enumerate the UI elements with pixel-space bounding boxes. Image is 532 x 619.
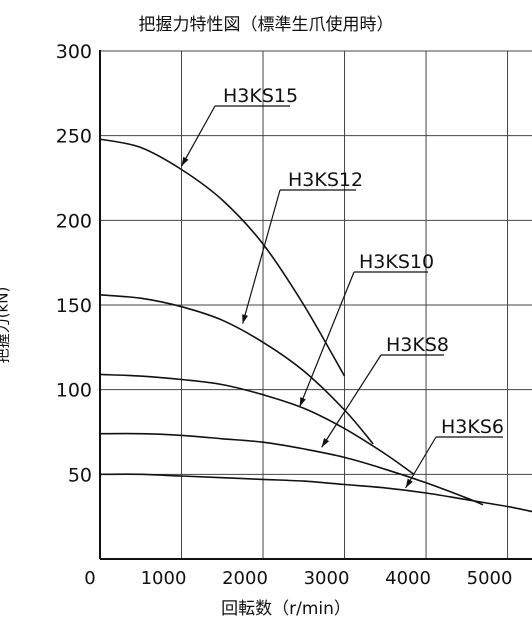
annotation-leader-h3ks8 [321,354,382,448]
annotation-arrowhead-h3ks12 [242,314,248,324]
series-line-h3ks10 [99,373,415,475]
x-tick-label: 5000 [467,568,513,589]
y-tick-label: 100 [56,380,92,402]
x-tick-label: 0 [84,568,95,589]
x-tick-label: 3000 [304,568,350,589]
y-tick-label: 150 [56,295,92,317]
annotation-arrowhead-h3ks10 [299,397,306,407]
annotation-arrowhead-h3ks6 [405,478,413,488]
annotation-label-h3ks10: H3KS10 [359,251,434,273]
x-tick-label: 4000 [385,568,431,589]
annotation-label-h3ks15: H3KS15 [223,85,298,107]
annotation-label-h3ks12: H3KS12 [288,169,363,191]
x-axis-label: 回転数（r/min） [221,599,351,619]
annotation-label-h3ks8: H3KS8 [386,334,449,356]
y-tick-label: 200 [56,210,92,232]
annotation-label-h3ks6: H3KS6 [441,416,504,438]
y-tick-label: 250 [56,126,92,148]
y-tick-label: 300 [56,41,92,63]
x-tick-label: 1000 [141,568,187,589]
annotation-leader-h3ks12 [242,189,281,324]
chart-title: 把握力特性図（標準生爪使用時） [138,15,394,35]
annotation-arrowhead-h3ks8 [321,438,330,448]
annotation-leader-h3ks10 [299,271,355,407]
annotation-arrowhead-h3ks15 [181,156,189,167]
series-line-h3ks15 [99,138,346,377]
x-tick-label: 2000 [222,568,268,589]
annotation-leader-h3ks6 [405,436,437,489]
series-line-h3ks12 [99,294,374,445]
series-line-h3ks6 [99,473,532,513]
annotation-leader-h3ks15 [180,105,216,167]
y-tick-label: 50 [68,464,92,486]
series-line-h3ks8 [99,432,484,506]
